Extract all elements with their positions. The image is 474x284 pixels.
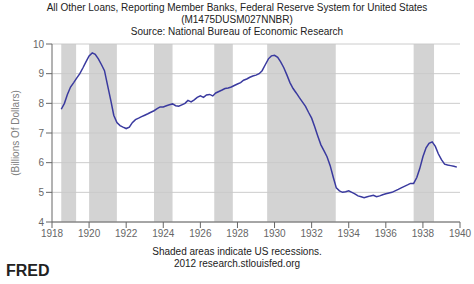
- svg-text:1922: 1922: [115, 228, 138, 239]
- svg-text:9: 9: [38, 68, 44, 79]
- svg-text:1932: 1932: [301, 228, 324, 239]
- svg-text:8: 8: [38, 98, 44, 109]
- svg-text:10: 10: [33, 39, 45, 50]
- html-text:All Other Loans, Reporting Mem: All Other Loans, Reporting Member Banks,…: [46, 2, 428, 25]
- svg-text:1926: 1926: [189, 228, 212, 239]
- svg-text:1938: 1938: [412, 228, 435, 239]
- svg-text:1918: 1918: [41, 228, 64, 239]
- svg-text:6: 6: [38, 157, 44, 168]
- html-text:Source: National Bureau of Eco: Source: National Bureau of Economic Rese…: [130, 26, 344, 37]
- svg-text:1934: 1934: [338, 228, 361, 239]
- svg-text:1924: 1924: [152, 228, 175, 239]
- svg-text:1940: 1940: [449, 228, 466, 239]
- svg-text:7: 7: [38, 128, 44, 139]
- svg-text:1928: 1928: [226, 228, 249, 239]
- html-text:FRED: FRED: [6, 262, 50, 279]
- svg-text:1936: 1936: [375, 228, 398, 239]
- html-text:Shaded areas indicate US reces: Shaded areas indicate US recessions.: [152, 246, 322, 257]
- svg-text:1920: 1920: [78, 228, 101, 239]
- svg-text:1930: 1930: [263, 228, 286, 239]
- svg-text:4: 4: [38, 217, 44, 228]
- html-text:2012 research.stlouisfed.org: 2012 research.stlouisfed.org: [173, 258, 301, 269]
- svg-text:5: 5: [38, 187, 44, 198]
- svg-text:(Billions Of Dollars): (Billions Of Dollars): [10, 90, 21, 176]
